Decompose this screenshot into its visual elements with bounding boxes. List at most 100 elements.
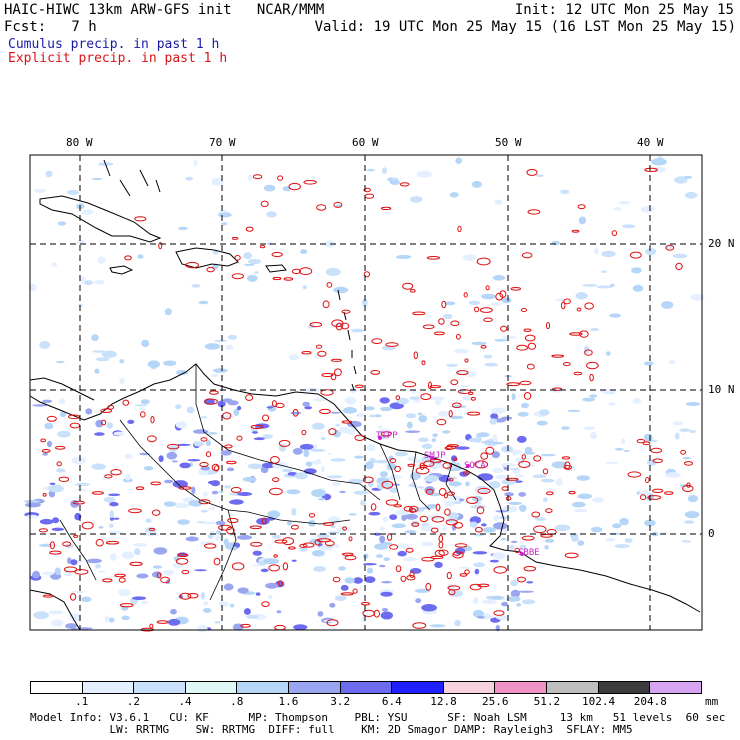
precip-cell <box>494 199 503 205</box>
precip-cell <box>54 567 61 576</box>
precip-cell <box>379 526 385 532</box>
precip-cell <box>247 174 253 181</box>
precip-contour <box>479 307 493 313</box>
color-bar-tick-label: 204.8 <box>633 695 667 708</box>
precip-contour <box>523 328 532 332</box>
precip-cell <box>75 489 88 492</box>
precip-cell <box>137 254 144 259</box>
precip-contour <box>167 443 180 450</box>
color-bar-tick-label: .1 <box>75 695 89 708</box>
precip-cell <box>215 520 226 526</box>
precip-cell <box>515 474 524 478</box>
precip-cell <box>32 570 41 579</box>
precip-contour <box>213 557 221 566</box>
precip-contour <box>341 309 351 314</box>
cuba-coastline <box>39 195 162 243</box>
precip-contour <box>342 526 348 531</box>
precip-cell <box>223 583 234 591</box>
precip-cell <box>661 301 674 309</box>
precip-contour <box>363 271 371 278</box>
precip-contour <box>411 522 420 527</box>
precip-contour <box>495 292 504 301</box>
precip-cell <box>57 430 71 438</box>
precip-contour <box>395 565 402 573</box>
precip-cell <box>104 615 109 623</box>
precip-contour <box>259 245 266 249</box>
precip-cell <box>291 508 297 516</box>
precip-contour <box>148 527 156 531</box>
precip-cell <box>495 474 507 480</box>
precip-contour <box>516 344 528 351</box>
precip-contour <box>49 550 62 555</box>
precip-contour <box>156 620 169 624</box>
precip-cell <box>101 350 117 358</box>
precip-contour <box>274 539 288 544</box>
precip-contour <box>68 414 80 420</box>
precip-contour <box>493 566 508 574</box>
precip-cell <box>434 561 443 569</box>
precip-contour <box>464 569 470 575</box>
precip-contour <box>682 484 694 492</box>
precip-cell <box>446 583 456 590</box>
precip-cell <box>173 556 180 562</box>
precip-cell <box>48 484 64 493</box>
precip-cell <box>367 567 373 574</box>
precip-cell <box>52 517 60 524</box>
precip-contour <box>362 476 374 484</box>
precip-cell <box>170 608 177 615</box>
precip-cell <box>405 413 417 419</box>
precip-cell <box>492 442 504 445</box>
precip-cell <box>203 608 212 613</box>
precip-cell <box>623 449 630 452</box>
precip-cell <box>444 301 456 306</box>
precip-contour <box>245 394 254 401</box>
precip-contour <box>364 193 375 199</box>
precip-contour <box>664 491 674 495</box>
precip-contour <box>446 491 455 496</box>
precip-contour <box>402 282 414 290</box>
precip-cell <box>684 191 698 199</box>
color-bar-bin <box>31 682 83 693</box>
precip-cell <box>80 276 86 284</box>
precip-contour <box>282 562 289 571</box>
precip-contour <box>652 488 664 493</box>
precip-contour <box>506 382 521 387</box>
precip-cell <box>109 502 119 507</box>
precip-cell <box>252 550 262 556</box>
precip-contour <box>438 534 444 543</box>
precip-cell <box>26 514 38 519</box>
lat-label-10n: 10 N <box>708 383 735 396</box>
precip-cell <box>81 209 94 215</box>
precip-contour <box>299 267 313 276</box>
precip-cell <box>472 609 484 618</box>
precip-cell <box>290 411 302 415</box>
precip-cell <box>418 415 428 423</box>
precip-cell <box>481 523 487 527</box>
precip-cell <box>344 577 355 584</box>
precip-cell <box>34 188 47 193</box>
precip-contour <box>523 566 536 572</box>
precip-cell <box>81 596 92 603</box>
precip-cell <box>336 526 352 533</box>
precip-cell <box>310 448 326 452</box>
precip-cell <box>200 591 206 600</box>
precip-cell <box>305 461 313 467</box>
precip-cell <box>94 368 100 374</box>
precip-cell <box>521 599 536 605</box>
precip-contour <box>340 592 354 596</box>
precip-contour <box>373 609 380 618</box>
precip-cell <box>653 166 666 173</box>
precip-cell <box>286 520 292 526</box>
precip-contour <box>395 395 401 401</box>
precip-contour <box>282 537 295 546</box>
precip-cell <box>140 399 150 405</box>
precip-contour <box>224 444 233 449</box>
precip-cell <box>177 519 190 525</box>
precip-contour <box>448 410 453 418</box>
precip-cell <box>596 285 613 289</box>
precip-contour <box>576 307 582 312</box>
precip-cell <box>292 448 303 455</box>
precip-contour <box>551 354 565 358</box>
precip-cell <box>532 474 547 479</box>
precip-contour <box>450 379 459 386</box>
